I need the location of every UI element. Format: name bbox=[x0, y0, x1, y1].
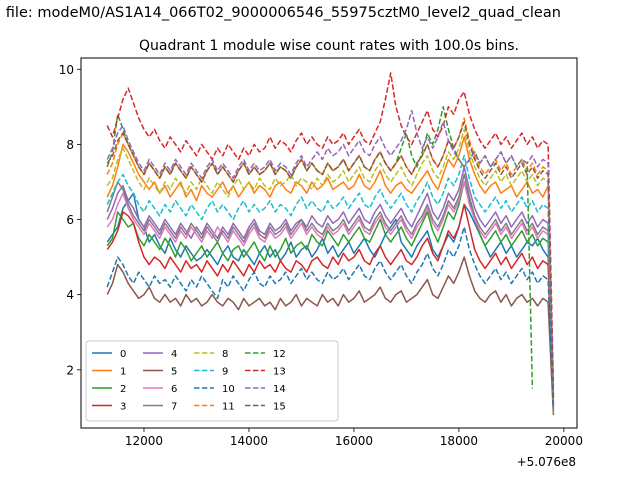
legend-label: 14 bbox=[273, 384, 286, 395]
legend-label: 12 bbox=[273, 349, 286, 360]
legend-label: 2 bbox=[120, 384, 126, 395]
series-line-4 bbox=[106, 166, 555, 408]
series-line-8 bbox=[106, 128, 555, 404]
series-line-6 bbox=[106, 181, 555, 408]
series-line-10 bbox=[106, 226, 555, 408]
series-line-1 bbox=[106, 136, 555, 400]
legend-label: 1 bbox=[120, 367, 126, 378]
series-line-15 bbox=[106, 121, 555, 400]
plot-frame bbox=[80, 57, 578, 429]
x-tick-label: 18000 bbox=[440, 434, 478, 448]
legend-label: 0 bbox=[120, 349, 126, 360]
legend-label: 3 bbox=[120, 402, 126, 413]
x-tick-label: 14000 bbox=[230, 434, 268, 448]
legend-label: 9 bbox=[222, 367, 228, 378]
series-line-3 bbox=[106, 203, 555, 404]
series-layer bbox=[106, 72, 555, 415]
legend-label: 11 bbox=[222, 402, 235, 413]
series-line-7 bbox=[106, 173, 555, 415]
legend-label: 8 bbox=[222, 349, 228, 360]
y-tick-label: 2 bbox=[66, 363, 74, 377]
legend-label: 13 bbox=[273, 367, 286, 378]
legend-label: 10 bbox=[222, 384, 235, 395]
legend-label: 4 bbox=[171, 349, 177, 360]
y-tick-label: 10 bbox=[59, 63, 74, 77]
legend-label: 6 bbox=[171, 384, 177, 395]
series-line-2 bbox=[106, 181, 555, 408]
legend-label: 15 bbox=[273, 402, 286, 413]
figure-suptitle: n file: modeM0/AS1A14_066T02_9000006546_… bbox=[0, 5, 561, 21]
x-tick-label: 16000 bbox=[335, 434, 373, 448]
series-line-12 bbox=[106, 106, 534, 389]
y-tick-label: 4 bbox=[66, 288, 74, 302]
series-line-5 bbox=[106, 256, 555, 415]
y-tick-label: 6 bbox=[66, 213, 74, 227]
x-offset-label: +5.076e8 bbox=[517, 455, 576, 469]
y-tick-label: 8 bbox=[66, 138, 74, 152]
x-tick-label: 20000 bbox=[545, 434, 583, 448]
chart-title: Quadrant 1 module wise count rates with … bbox=[139, 38, 519, 54]
legend-label: 7 bbox=[171, 402, 177, 413]
series-line-9 bbox=[106, 154, 555, 397]
series-line-13 bbox=[106, 72, 555, 385]
x-tick-label: 12000 bbox=[125, 434, 163, 448]
legend-label: 5 bbox=[171, 367, 177, 378]
series-line-14 bbox=[106, 109, 555, 397]
legend-box bbox=[85, 340, 339, 422]
